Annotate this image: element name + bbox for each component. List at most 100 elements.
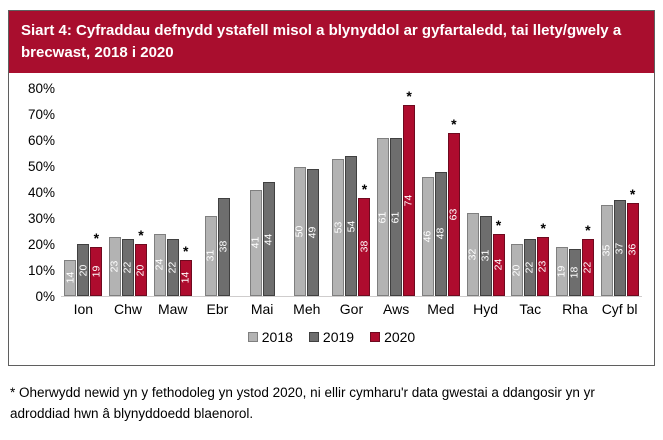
x-tick-label: Rha bbox=[562, 301, 588, 317]
x-tick-label: Med bbox=[427, 301, 455, 317]
footnote: * Oherwydd newid yn y fethodoleg yn ysto… bbox=[10, 385, 595, 421]
bar-2020: 63 * bbox=[447, 117, 460, 296]
bar-2018: 23 bbox=[108, 236, 122, 296]
bar-2019: 22 bbox=[166, 239, 179, 296]
bar-2018: 35 bbox=[600, 205, 613, 296]
x-tick-label: Chw bbox=[114, 301, 143, 317]
x-tick-label: Maw bbox=[157, 301, 188, 317]
legend-label: 2019 bbox=[322, 329, 355, 345]
bar-value-label: 44 bbox=[262, 233, 275, 245]
x-tick-label: Hyd bbox=[473, 301, 498, 317]
bar-group: 53 54 38 * bbox=[329, 89, 374, 296]
bar-2019: 38 bbox=[217, 197, 230, 296]
bar-2019: 61 bbox=[389, 138, 403, 296]
y-tick-label: 70% bbox=[27, 107, 55, 122]
bar-2019: 18 bbox=[568, 249, 581, 296]
bar-group: 32 31 24 * bbox=[463, 89, 508, 296]
y-tick-label: 40% bbox=[27, 185, 55, 200]
x-tick-label: Ion bbox=[73, 301, 94, 317]
bar-2018: 19 bbox=[555, 246, 568, 296]
x-axis: Ion Chw Maw Ebr Mai Meh Gor Aws Med Hyd Tac Rha Cyf … bbox=[13, 301, 642, 317]
bar-2020: 24 * bbox=[492, 218, 505, 296]
asterisk-marker: * bbox=[540, 219, 546, 236]
bar-2020: 38 * bbox=[358, 182, 371, 296]
bar-2019: 31 bbox=[479, 215, 492, 296]
asterisk-marker: * bbox=[361, 180, 368, 197]
asterisk-marker: * bbox=[495, 216, 502, 233]
bar-value-label: 53 bbox=[331, 221, 344, 234]
bar-value-label: 23 bbox=[108, 260, 121, 273]
bar-group: 35 37 36 * bbox=[597, 89, 642, 296]
bar-value-label: 46 bbox=[421, 230, 434, 243]
x-tick-label: Ebr bbox=[206, 301, 229, 317]
bar-value-label: 31 bbox=[479, 250, 492, 262]
bar-value-label: 50 bbox=[293, 225, 306, 238]
bar-value-label: 24 bbox=[492, 259, 505, 271]
bar-2018: 41 bbox=[249, 189, 262, 296]
bar-value-label: 32 bbox=[466, 248, 479, 261]
bar-2019: 22 bbox=[121, 239, 135, 296]
bar-value-label: 74 bbox=[402, 194, 415, 207]
y-tick-label: 20% bbox=[27, 237, 55, 252]
plot-area: 14 20 19 * 23 22 20 * 24 22 14 * 31 38 41 44 50 49 53 54 38 *… bbox=[61, 89, 642, 297]
bar-value-label: 22 bbox=[523, 261, 536, 274]
bar-value-label: 41 bbox=[249, 237, 262, 249]
bar-2020: 20 * bbox=[135, 228, 148, 296]
bar-2019: 49 bbox=[306, 169, 320, 296]
bar-value-label: 22 bbox=[121, 261, 134, 274]
asterisk-marker: * bbox=[451, 116, 457, 132]
bar-2019: 48 bbox=[434, 171, 447, 296]
x-tick-label: Meh bbox=[293, 301, 321, 317]
bar-value-label: 22 bbox=[581, 261, 594, 274]
bar-value-label: 24 bbox=[153, 259, 166, 271]
bar-2018: 46 bbox=[421, 176, 434, 296]
bar-2020: 74 * bbox=[402, 89, 416, 296]
bar-2019: 20 bbox=[76, 244, 90, 296]
asterisk-marker: * bbox=[93, 229, 100, 246]
bar-value-label: 61 bbox=[389, 211, 402, 223]
asterisk-marker: * bbox=[182, 242, 189, 259]
bar-value-label: 63 bbox=[447, 208, 460, 221]
bar-group: 31 38 bbox=[195, 89, 240, 296]
bar-2020: 19 * bbox=[90, 231, 103, 296]
chart-container: Siart 4: Cyfraddau defnydd ystafell miso… bbox=[8, 10, 655, 366]
legend: 2018 2019 2020 bbox=[9, 329, 654, 345]
bar-2019: 54 bbox=[344, 156, 358, 296]
x-tick-label: Cyf bl bbox=[601, 301, 638, 317]
bar-group: 23 22 20 * bbox=[106, 89, 151, 296]
x-tick-label: Aws bbox=[383, 301, 410, 317]
bar-group: 14 20 19 * bbox=[61, 89, 106, 296]
bar-2019: 22 bbox=[523, 239, 537, 296]
bar-2020: 22 * bbox=[581, 223, 594, 296]
bar-value-label: 38 bbox=[217, 241, 230, 253]
bar-value-label: 37 bbox=[613, 242, 626, 254]
bar-2020: 23 * bbox=[537, 221, 550, 296]
legend-swatch-2018 bbox=[247, 332, 258, 342]
bar-value-label: 49 bbox=[306, 226, 319, 239]
bar-value-label: 22 bbox=[166, 261, 179, 274]
bar-value-label: 20 bbox=[510, 264, 523, 276]
bar-value-label: 35 bbox=[600, 244, 613, 257]
bar-value-label: 20 bbox=[76, 264, 89, 276]
bar-value-label: 18 bbox=[568, 266, 581, 279]
bar-value-label: 48 bbox=[434, 228, 447, 240]
x-tick-label: Tac bbox=[519, 301, 542, 317]
bar-group: 20 22 23 * bbox=[508, 89, 553, 296]
y-axis: 0% 10% 20% 30% 40% 50% 60% 70% 80% bbox=[13, 81, 61, 304]
bar-value-label: 54 bbox=[344, 220, 357, 232]
bar-value-label: 14 bbox=[179, 272, 192, 284]
legend-swatch-2020 bbox=[370, 332, 381, 342]
x-tick-label: Gor bbox=[339, 301, 364, 317]
bar-group: 41 44 bbox=[240, 89, 285, 296]
bar-2018: 20 bbox=[510, 244, 524, 296]
bar-2018: 50 bbox=[293, 166, 307, 296]
bar-group: 19 18 22 * bbox=[553, 89, 598, 296]
legend-label: 2018 bbox=[261, 329, 293, 345]
y-tick-label: 0% bbox=[35, 289, 55, 304]
asterisk-marker: * bbox=[138, 227, 144, 244]
y-tick-label: 10% bbox=[27, 263, 55, 278]
legend-swatch-2019 bbox=[308, 332, 319, 342]
legend-item: 2018 bbox=[247, 329, 293, 345]
legend-item: 2019 bbox=[308, 329, 355, 345]
